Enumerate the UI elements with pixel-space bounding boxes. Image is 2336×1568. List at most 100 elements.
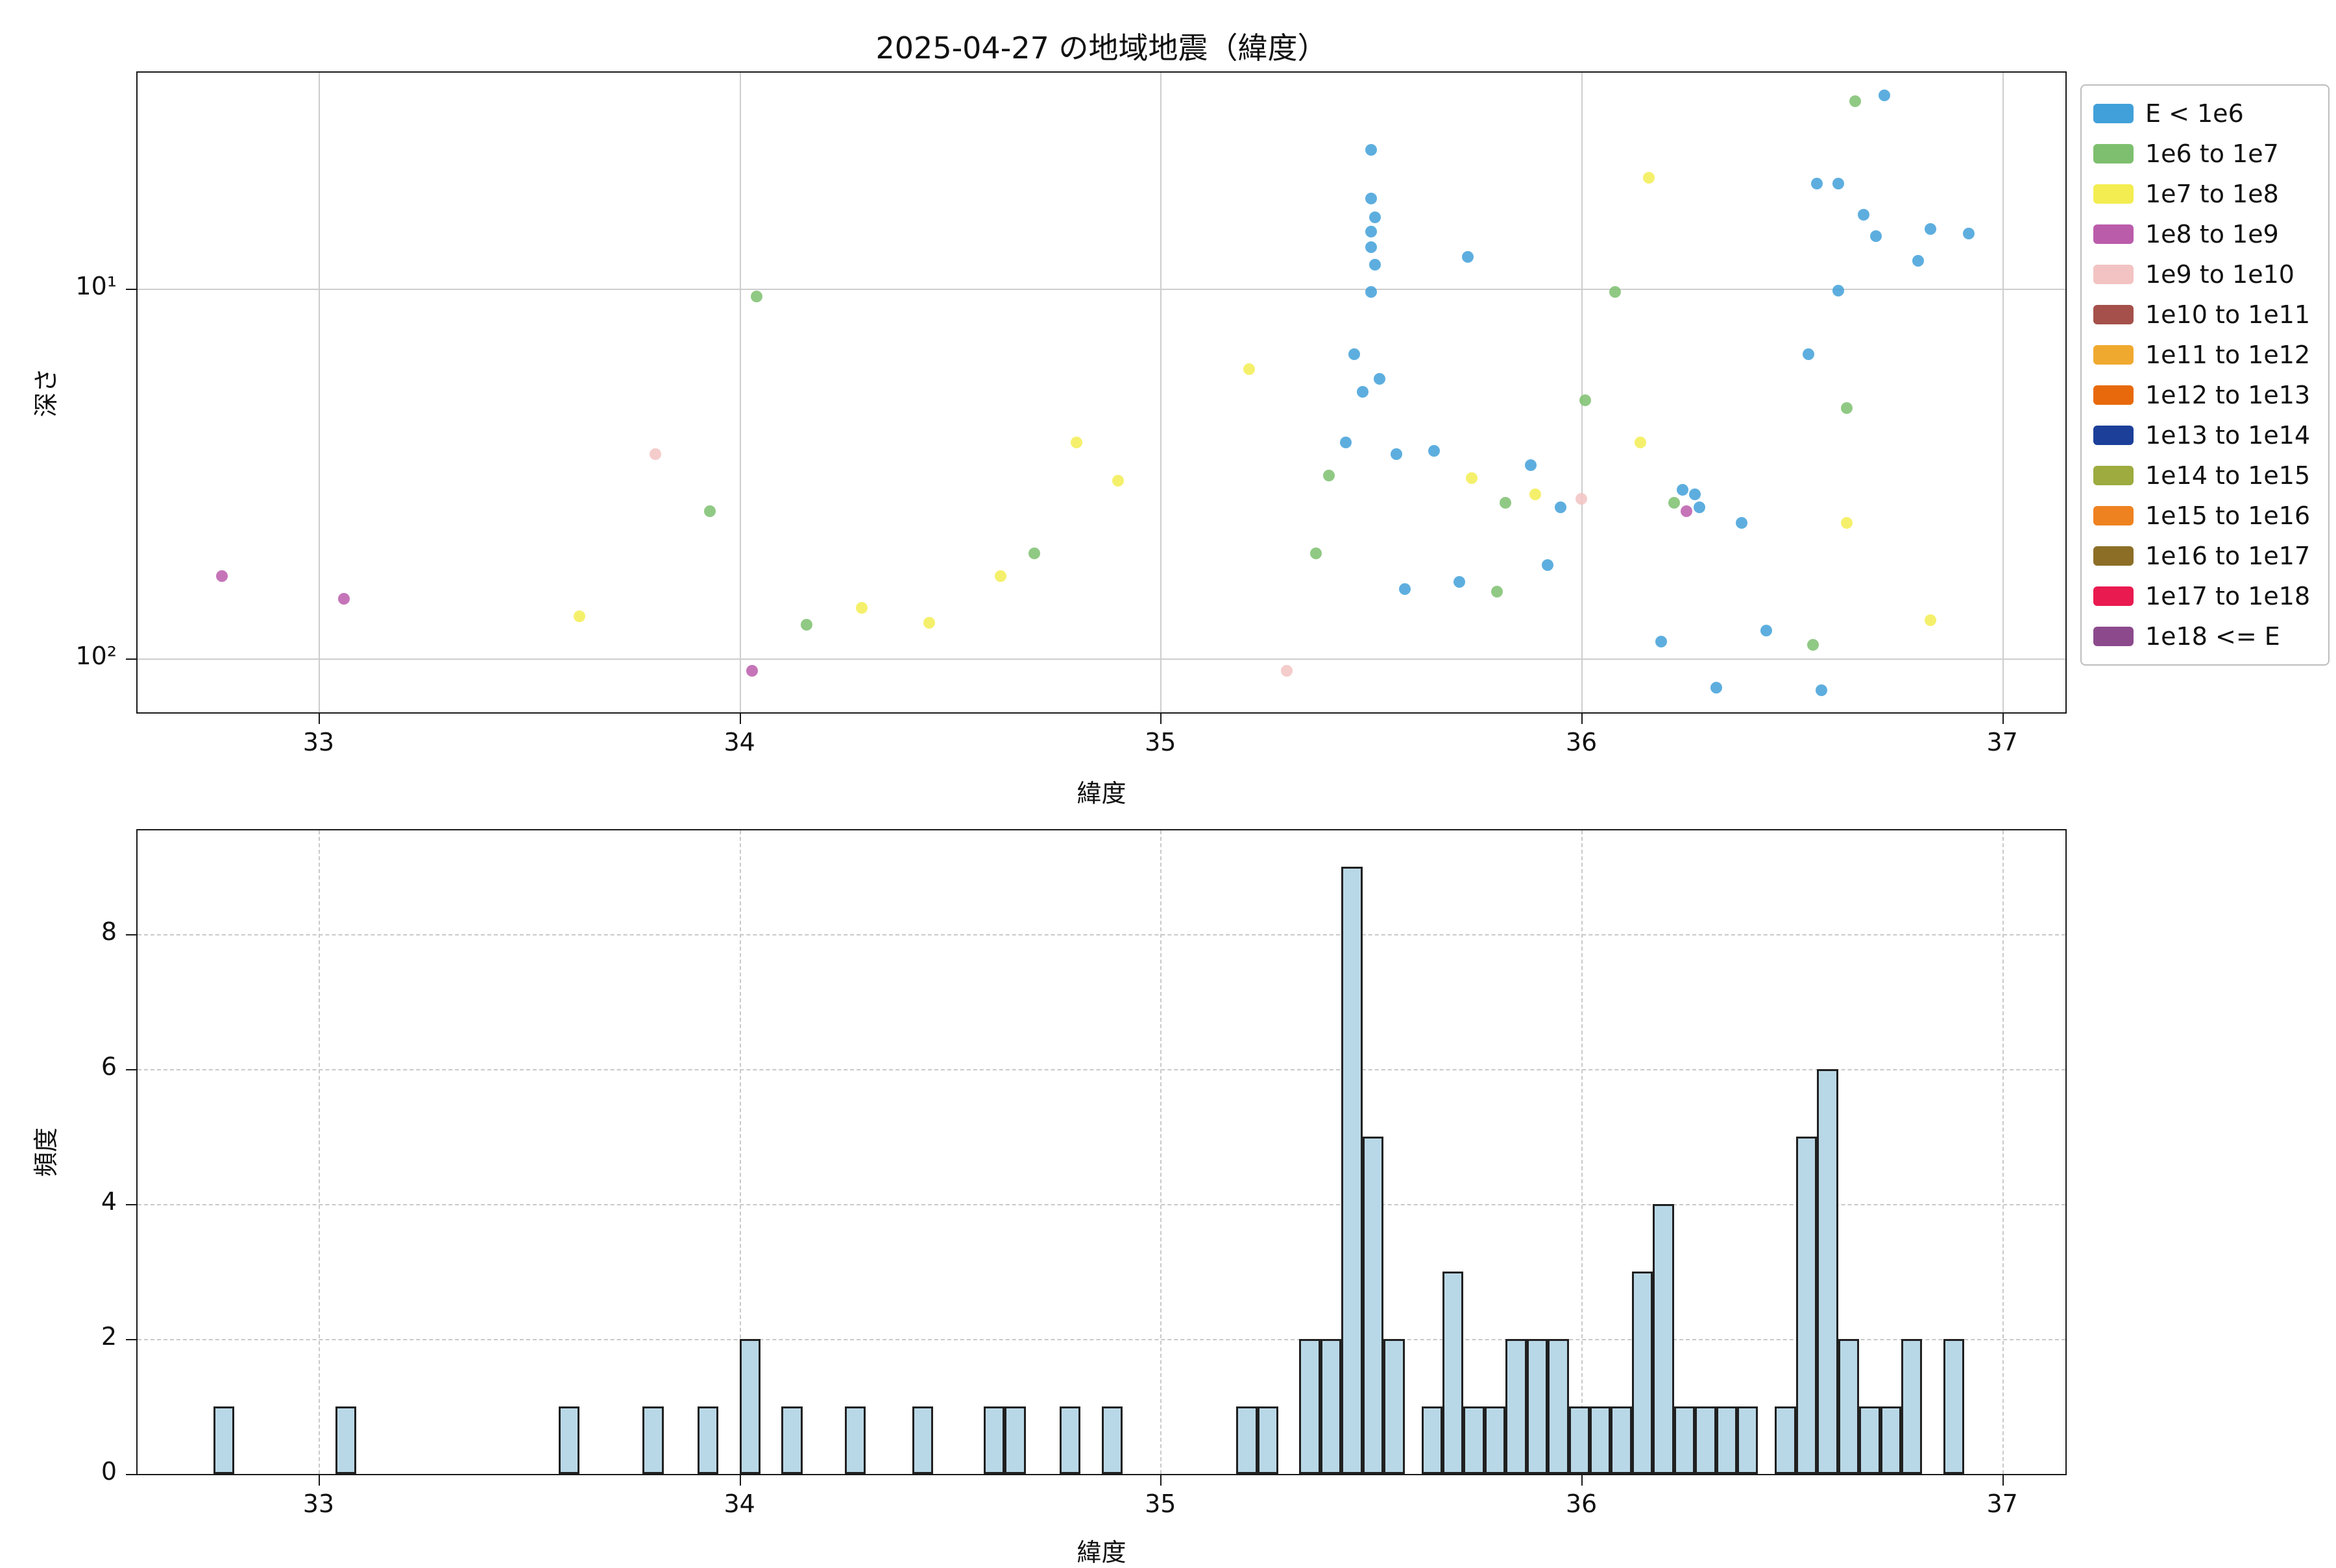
scatter-point xyxy=(1925,223,1937,235)
legend-swatch xyxy=(2093,426,2134,445)
legend-label: 1e18 <= E xyxy=(2145,622,2280,651)
histogram-bar xyxy=(1943,1339,1965,1474)
tick-label-x: 33 xyxy=(302,1490,335,1518)
histogram-bar xyxy=(1383,1339,1405,1474)
scatter-point xyxy=(1365,193,1377,205)
tick-label-x: 35 xyxy=(1145,1490,1176,1518)
histogram-bar xyxy=(1257,1406,1278,1474)
legend-label: 1e9 to 1e10 xyxy=(2145,260,2294,289)
tick-mark-y xyxy=(126,1069,136,1071)
scatter-point xyxy=(704,505,716,518)
scatter-point xyxy=(1576,492,1587,505)
tick-mark-x xyxy=(739,714,741,724)
scatter-point xyxy=(1579,394,1592,406)
scatter-point xyxy=(994,570,1006,583)
scatter-point xyxy=(1840,517,1853,529)
scatter-axes: 33 34 35 36 37 10¹ 10² xyxy=(75,71,2067,756)
gridline-x xyxy=(318,830,320,1474)
tick-label-x: 37 xyxy=(1986,1490,2018,1518)
tick-mark-x xyxy=(318,714,320,724)
gridline-y xyxy=(138,1339,2065,1341)
histogram-bar xyxy=(1568,1406,1590,1474)
legend-label: 1e15 to 1e16 xyxy=(2145,501,2311,530)
legend-swatch xyxy=(2093,144,2134,163)
legend-item: 1e10 to 1e11 xyxy=(2082,295,2328,335)
scatter-point xyxy=(574,610,586,623)
gridline-y xyxy=(138,1204,2065,1206)
scatter-point xyxy=(746,664,759,677)
histogram-bar xyxy=(335,1406,357,1474)
scatter-point xyxy=(1542,559,1554,572)
histogram-bar xyxy=(1320,1339,1342,1474)
legend-item: 1e16 to 1e17 xyxy=(2082,536,2328,576)
scatter-point xyxy=(1525,459,1537,471)
scatter-point xyxy=(801,618,813,631)
scatter-ylabel: 深さ xyxy=(32,368,60,418)
legend-item: 1e7 to 1e8 xyxy=(2082,174,2328,214)
legend-label: 1e11 to 1e12 xyxy=(2145,341,2311,369)
legend-swatch xyxy=(2093,546,2134,566)
tick-mark-y xyxy=(126,1204,136,1206)
scatter-point xyxy=(1668,497,1680,509)
legend: E < 1e6 1e6 to 1e7 1e7 to 1e8 1e8 to 1e9 1e9… xyxy=(2080,84,2330,666)
scatter-point xyxy=(1642,171,1655,184)
tick-mark-x xyxy=(318,1475,320,1486)
scatter-point xyxy=(1554,501,1566,513)
scatter-point xyxy=(1735,517,1747,529)
tick-mark-y xyxy=(126,1339,136,1341)
scatter-point xyxy=(1365,143,1377,156)
scatter-point xyxy=(1879,90,1891,102)
scatter-point xyxy=(1676,484,1688,496)
legend-label: 1e8 to 1e9 xyxy=(2145,220,2279,248)
scatter-point xyxy=(1870,230,1882,242)
histogram-bar xyxy=(844,1406,866,1474)
scatter-point xyxy=(1322,469,1335,481)
tick-mark-y xyxy=(126,1474,136,1475)
gridline-x xyxy=(739,830,741,1474)
scatter-point xyxy=(1681,505,1693,518)
scatter-point xyxy=(1500,497,1512,509)
legend-swatch xyxy=(2093,466,2134,485)
tick-label-x: 36 xyxy=(1565,728,1598,756)
scatter-point xyxy=(1028,548,1040,560)
legend-item: 1e17 to 1e18 xyxy=(2082,576,2328,616)
histogram-bar xyxy=(912,1406,933,1474)
legend-item: 1e11 to 1e12 xyxy=(2082,335,2328,375)
scatter-point xyxy=(1912,255,1924,267)
histogram-bar xyxy=(1653,1204,1674,1474)
tick-mark-x xyxy=(1160,1475,1162,1486)
legend-label: E < 1e6 xyxy=(2145,99,2244,128)
histogram-bar xyxy=(1362,1137,1384,1474)
scatter-point xyxy=(215,570,228,583)
scatter-point xyxy=(1832,178,1844,190)
histogram-bar xyxy=(1611,1406,1632,1474)
tick-mark-x xyxy=(1581,1475,1583,1486)
scatter-point xyxy=(1832,284,1844,296)
tick-mark-x xyxy=(2002,714,2004,724)
tick-mark-x xyxy=(1160,714,1162,724)
scatter-point xyxy=(1348,348,1360,360)
scatter-point xyxy=(1962,228,1975,240)
legend-swatch xyxy=(2093,345,2134,365)
scatter-point xyxy=(1310,548,1322,560)
legend-swatch xyxy=(2093,265,2134,284)
scatter-point xyxy=(1807,639,1819,651)
scatter-point xyxy=(1453,575,1465,588)
tick-label-y: 2 xyxy=(101,1322,117,1351)
tick-label-y: 6 xyxy=(101,1052,117,1081)
tick-label-x: 33 xyxy=(302,728,335,756)
tick-mark-x xyxy=(1581,714,1583,724)
tick-label-x: 36 xyxy=(1565,1490,1598,1518)
gridline-y xyxy=(138,1069,2065,1071)
scatter-point xyxy=(1390,448,1402,460)
histogram-bar xyxy=(1505,1339,1527,1474)
histogram-bar xyxy=(1101,1406,1123,1474)
gridline-y xyxy=(138,934,2065,936)
tick-label-y: 4 xyxy=(101,1187,117,1216)
legend-swatch xyxy=(2093,506,2134,525)
tick-label-x: 34 xyxy=(724,1490,755,1518)
scatter-point xyxy=(1356,385,1369,398)
scatter-point xyxy=(1811,178,1823,190)
legend-label: 1e6 to 1e7 xyxy=(2145,139,2279,168)
gridline-x xyxy=(2002,73,2004,712)
